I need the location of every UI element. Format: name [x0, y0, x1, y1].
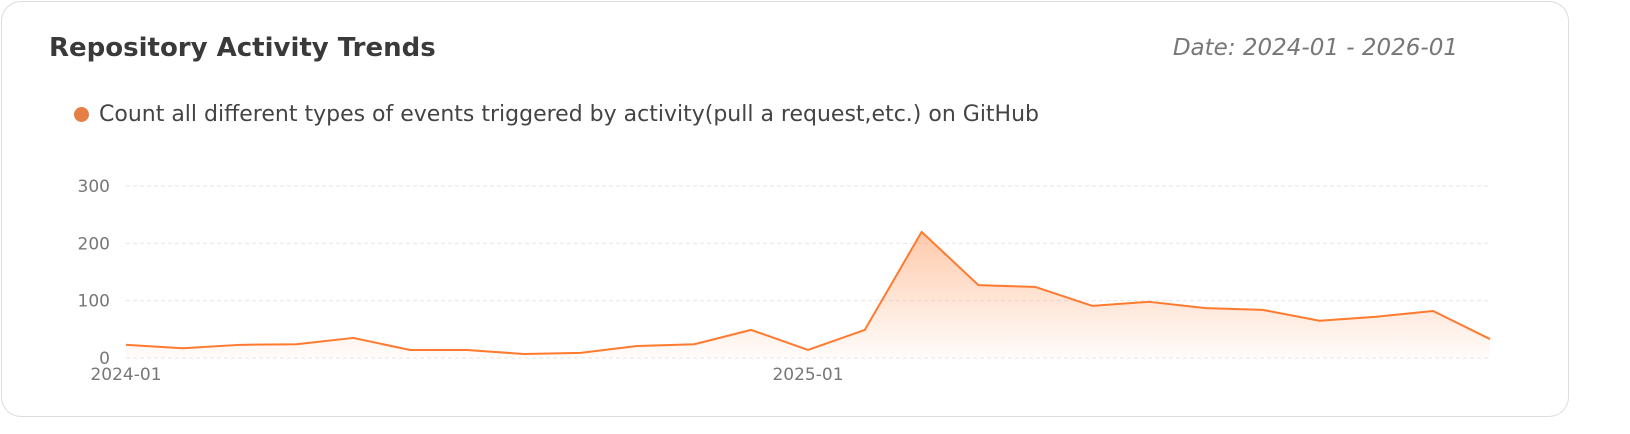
chart-title: Repository Activity Trends: [49, 33, 436, 63]
y-tick-label: 0: [99, 349, 110, 369]
y-tick-label: 300: [78, 177, 110, 197]
legend-dot-icon: [74, 107, 89, 122]
series-line: [125, 230, 1491, 355]
x-tick-label: 2025-01: [772, 365, 843, 385]
y-tick-label: 200: [78, 234, 110, 254]
legend-label: Count all different types of events trig…: [99, 102, 1040, 127]
x-tick-label: 2024-01: [90, 365, 161, 385]
date-range: Date: 2024-01 - 2026-01: [1172, 35, 1458, 61]
legend-item[interactable]: Count all different types of events trig…: [74, 102, 1039, 127]
area-fill: [126, 231, 1490, 358]
y-tick-label: 100: [78, 292, 110, 312]
